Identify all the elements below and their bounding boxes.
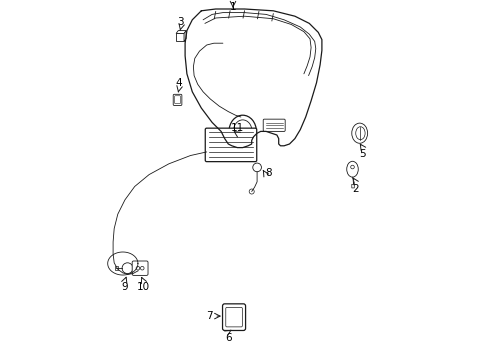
Bar [115, 266, 118, 270]
Ellipse shape [346, 161, 358, 177]
Text: 6: 6 [224, 333, 231, 343]
FancyBboxPatch shape [132, 261, 148, 275]
Text: 1: 1 [229, 2, 236, 12]
Text: 3: 3 [177, 17, 183, 27]
Ellipse shape [233, 120, 251, 143]
Circle shape [252, 163, 261, 172]
Text: 10: 10 [136, 282, 149, 292]
Text: 2: 2 [351, 184, 358, 194]
Ellipse shape [351, 123, 367, 143]
Circle shape [249, 189, 254, 194]
Text: 8: 8 [265, 168, 271, 178]
Circle shape [122, 263, 133, 274]
Text: 5: 5 [359, 149, 365, 159]
Text: 9: 9 [122, 282, 128, 292]
FancyBboxPatch shape [205, 128, 256, 162]
Text: 7: 7 [206, 311, 212, 321]
Text: 4: 4 [175, 78, 182, 88]
FancyBboxPatch shape [263, 119, 285, 131]
Text: 11: 11 [230, 123, 244, 133]
Polygon shape [183, 31, 186, 41]
Polygon shape [176, 31, 186, 33]
FancyBboxPatch shape [173, 94, 182, 105]
FancyBboxPatch shape [222, 304, 245, 330]
Bar [176, 33, 183, 41]
